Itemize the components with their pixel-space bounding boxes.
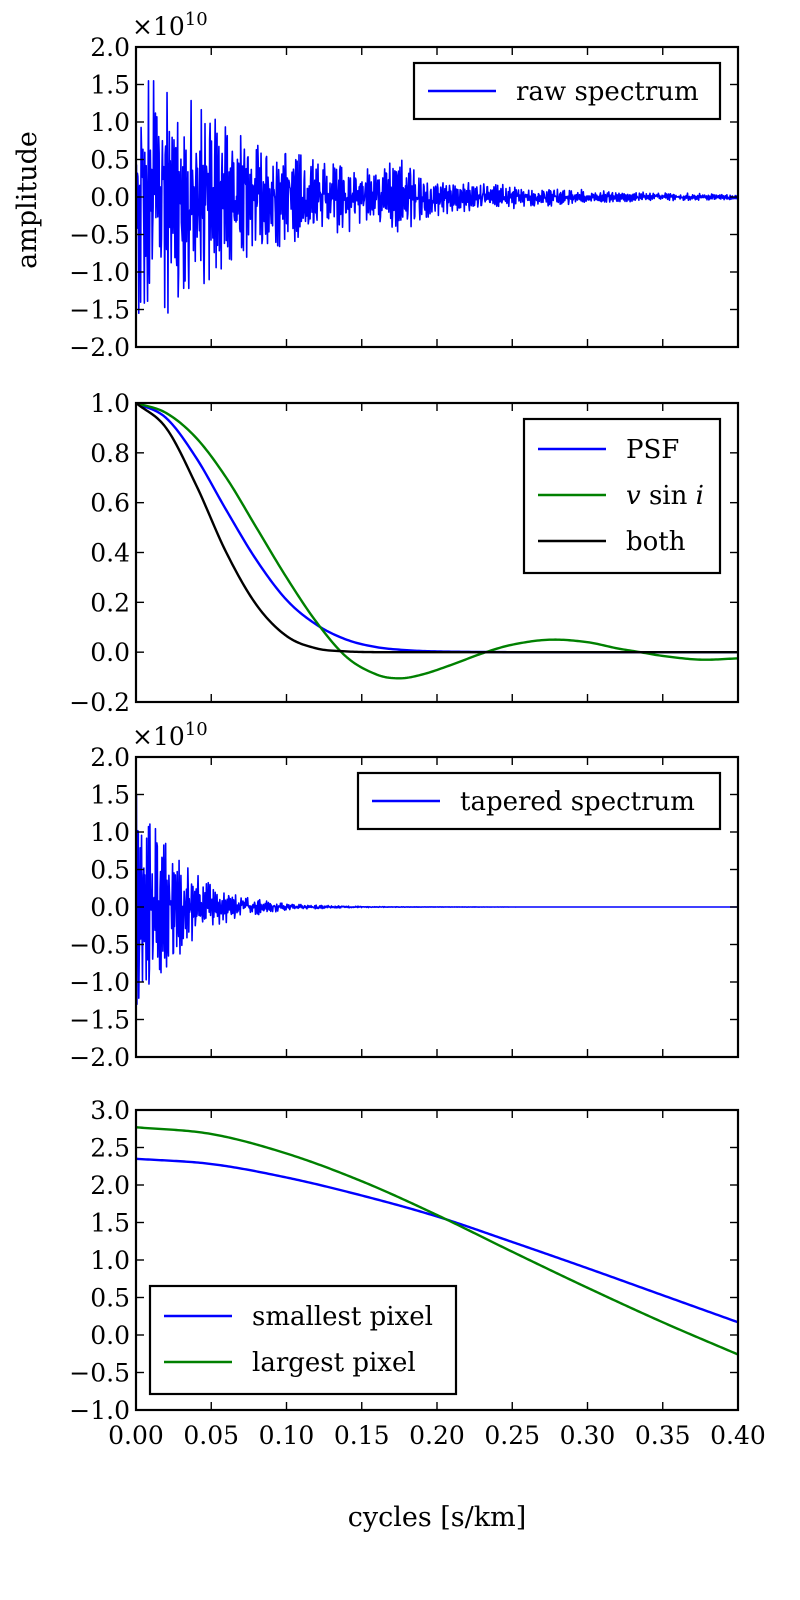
y-tick-label: 2.0: [90, 743, 130, 772]
legend-label: largest pixel: [252, 1348, 416, 1378]
legend-box: [356, 771, 722, 831]
y-tick-label: 0.0: [90, 638, 130, 667]
series-group: [136, 79, 738, 315]
series-line-3: [136, 403, 738, 654]
y-tick-label: −2.0: [69, 1043, 130, 1072]
y-tick-label: 1.0: [90, 818, 130, 847]
y-tick-label: 0.8: [90, 439, 130, 468]
y-tick-label: 0.0: [90, 1321, 130, 1350]
panel-3: −2.0 −1.5 −1.0 −0.5 0.0 0.5 1.0 1.5 2.0×1010 tape…: [69, 719, 740, 1072]
y-tick-label: 2.0: [90, 33, 130, 62]
y-tick-label: −0.5: [69, 221, 130, 250]
x-tick-label: 0.40: [710, 1421, 766, 1450]
y-tick-label: −1.0: [69, 968, 130, 997]
y-tick-label: −2.0: [69, 333, 130, 362]
x-tick-label: 0.05: [183, 1421, 239, 1450]
series-line-2: [136, 1126, 738, 1356]
panel-1: −2.0 −1.5 −1.0 −0.5 0.0 0.5 1.0 1.5 2.0×1010 raw …: [69, 9, 740, 362]
x-tick-label: 0.30: [560, 1421, 616, 1450]
legend: smallest pixel largest pixel: [148, 1284, 458, 1396]
legend-label-part: i: [696, 481, 704, 511]
y-exponent-label: ×1010: [132, 9, 208, 41]
y-tick-label: 0.6: [90, 489, 130, 518]
legend-label-part: v: [626, 481, 641, 511]
y-tick-label: −0.5: [69, 1359, 130, 1388]
x-tick-label: 0.15: [334, 1421, 390, 1450]
legend-label: PSF: [626, 435, 679, 465]
legend: tapered spectrum: [356, 771, 722, 831]
y-tick-label: −0.2: [69, 688, 130, 717]
y-tick-label: 2.0: [90, 1171, 130, 1200]
y-tick-label: −1.0: [69, 1396, 130, 1425]
legend-label: v sin i: [626, 481, 704, 511]
panel-4: −1.0 −0.5 0.0 0.5 1.0 1.5 2.0 2.5 3.0 0.00 0.05 0.1…: [69, 1096, 766, 1450]
y-tick-label: −1.5: [69, 296, 130, 325]
legend-label: smallest pixel: [252, 1302, 433, 1332]
y-tick-label: 1.0: [90, 389, 130, 418]
y-tick-label: 0.2: [90, 588, 130, 617]
x-tick-label: 0.10: [259, 1421, 315, 1450]
y-exponent-power: 10: [185, 719, 208, 740]
series-group: [136, 793, 738, 1006]
y-tick-label: 0.4: [90, 539, 130, 568]
legend-box: [522, 417, 722, 575]
y-tick-label: −1.5: [69, 1006, 130, 1035]
legend-label: raw spectrum: [516, 77, 699, 107]
legend-label: tapered spectrum: [460, 787, 695, 817]
series-line-1: [136, 793, 738, 1006]
y-exponent-label: ×1010: [132, 719, 208, 751]
y-exponent-power: 10: [185, 9, 208, 30]
legend: raw spectrum: [412, 61, 722, 121]
y-tick-label: −0.5: [69, 931, 130, 960]
y-tick-label: 0.0: [90, 183, 130, 212]
x-tick-label: 0.20: [409, 1421, 465, 1450]
legend-label-part: sin: [641, 481, 696, 511]
y-tick-label: 0.5: [90, 1284, 130, 1313]
y-tick-label: 0.5: [90, 146, 130, 175]
series-line-1: [136, 79, 738, 315]
legend-box: [148, 1284, 458, 1396]
series-line-1: [136, 1157, 738, 1324]
x-tick-label: 0.00: [108, 1421, 164, 1450]
y-tick-label: 1.5: [90, 71, 130, 100]
y-tick-label: 1.0: [90, 1246, 130, 1275]
legend-label: both: [626, 527, 686, 557]
series-group: [136, 403, 738, 680]
x-tick-label: 0.25: [484, 1421, 540, 1450]
y-tick-label: 1.0: [90, 108, 130, 137]
y-tick-label: 1.5: [90, 1209, 130, 1238]
y-tick-label: −1.0: [69, 258, 130, 287]
x-tick-label: 0.35: [635, 1421, 691, 1450]
y-tick-label: 1.5: [90, 781, 130, 810]
series-group: [136, 1126, 738, 1356]
y-tick-label: 3.0: [90, 1096, 130, 1125]
y-tick-label: 0.0: [90, 893, 130, 922]
y-tick-label: 0.5: [90, 856, 130, 885]
y-axis-label: amplitude: [12, 131, 43, 269]
x-axis-label: cycles [s/km]: [348, 1502, 527, 1533]
y-tick-label: 2.5: [90, 1134, 130, 1163]
